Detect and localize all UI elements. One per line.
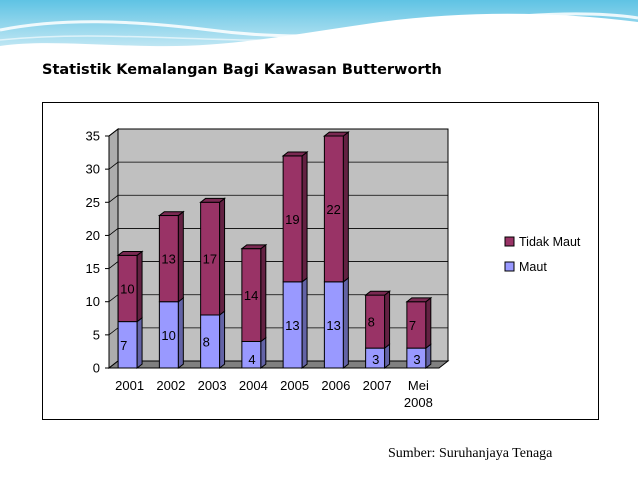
bar-top: [240, 244, 268, 250]
bar-top: [405, 297, 433, 303]
data-label: 7: [409, 318, 416, 333]
data-label: 3: [413, 352, 420, 367]
data-label: 8: [203, 334, 210, 349]
bars: [116, 131, 433, 370]
bar-side: [342, 131, 349, 283]
x-tick-label: 2006: [321, 378, 350, 393]
data-label: 14: [244, 288, 258, 303]
bar-side: [260, 243, 267, 343]
bar-side: [301, 276, 308, 370]
bar-top: [199, 197, 227, 203]
bar-side: [219, 197, 226, 316]
data-label: 22: [326, 202, 340, 217]
bar-segment: [281, 151, 309, 283]
y-tick-label: 5: [93, 327, 100, 342]
bar-segment: [117, 316, 143, 370]
bar-top: [116, 250, 144, 256]
legend: Tidak Maut Maut: [497, 229, 597, 287]
y-tick-label: 15: [86, 261, 100, 276]
bar-top: [157, 211, 185, 217]
stacked-bar-chart: 7 10 10 13 8 17 4 14 13 19 13 22 3 8 3 7 0 5 10 15 20 25 30 35…: [86, 127, 597, 411]
bar-top: [281, 151, 309, 157]
y-tick-label: 25: [86, 195, 100, 210]
slide-title: Statistik Kemalangan Bagi Kawasan Butter…: [42, 62, 442, 78]
x-tick-label: 2001: [115, 378, 144, 393]
bar-segment: [157, 210, 185, 303]
tick-labels: 0 5 10 15 20 25 30 35 2001 2002 2003 2004 2005 2006 20…: [86, 129, 433, 411]
bar-top: [364, 290, 392, 296]
bar-side: [425, 296, 432, 350]
data-label: 10: [161, 328, 175, 343]
data-label: 3: [372, 352, 379, 367]
gridline: [108, 128, 448, 137]
y-tick-label: 35: [86, 129, 100, 144]
data-label: 7: [120, 338, 127, 353]
bar-side: [301, 151, 308, 283]
data-labels: 7 10 10 13 8 17 4 14 13 19 13 22 3 8 3 7: [120, 202, 420, 367]
bar-side: [136, 250, 143, 323]
data-label: 13: [285, 318, 299, 333]
y-tick-label: 10: [86, 294, 100, 309]
data-label: 13: [161, 252, 175, 267]
side-wall: [108, 127, 119, 370]
data-label: 10: [120, 281, 134, 296]
x-tick-label: 2007: [363, 378, 392, 393]
data-label: 8: [368, 315, 375, 330]
x-tick-label: 2004: [239, 378, 268, 393]
bar-segment: [405, 296, 433, 350]
legend-swatch: [504, 261, 515, 272]
x-tick-label: 2008: [404, 395, 433, 410]
bar-segment: [240, 243, 268, 343]
x-tick-label: 2005: [280, 378, 309, 393]
legend-label: Tidak Maut: [519, 235, 581, 249]
bar-side: [384, 290, 391, 350]
y-tick-label: 30: [86, 162, 100, 177]
bar-segment: [199, 197, 227, 316]
bar-side: [136, 316, 143, 370]
y-tick-label: 20: [86, 228, 100, 243]
x-tick-label: Mei: [408, 378, 429, 393]
legend-label: Maut: [519, 260, 547, 274]
data-label: 17: [203, 252, 217, 267]
x-tick-label: 2003: [198, 378, 227, 393]
bar-side: [219, 310, 226, 370]
x-tick-label: 2002: [156, 378, 185, 393]
data-label: 19: [285, 212, 299, 227]
bar-side: [260, 336, 267, 370]
legend-swatch: [504, 236, 515, 247]
bar-segment: [322, 131, 350, 283]
bar-side: [177, 210, 184, 303]
bar-segment: [116, 250, 144, 323]
y-tick-label: 0: [93, 361, 100, 376]
bar-segment: [406, 343, 432, 370]
source-note: Sumber: Suruhanjaya Tenaga: [388, 446, 553, 461]
bar-top: [322, 131, 350, 137]
data-label: 4: [248, 352, 255, 367]
bar-segment: [241, 336, 267, 370]
bar-segment: [364, 290, 392, 350]
data-label: 13: [326, 318, 340, 333]
bar-segment: [282, 276, 308, 370]
chart-frame: 7 10 10 13 8 17 4 14 13 19 13 22 3 8 3 7 0 5 10 15 20 25 30 35…: [42, 102, 599, 420]
bar-segment: [200, 310, 226, 370]
bar-side: [342, 276, 349, 370]
bar-side: [177, 296, 184, 370]
